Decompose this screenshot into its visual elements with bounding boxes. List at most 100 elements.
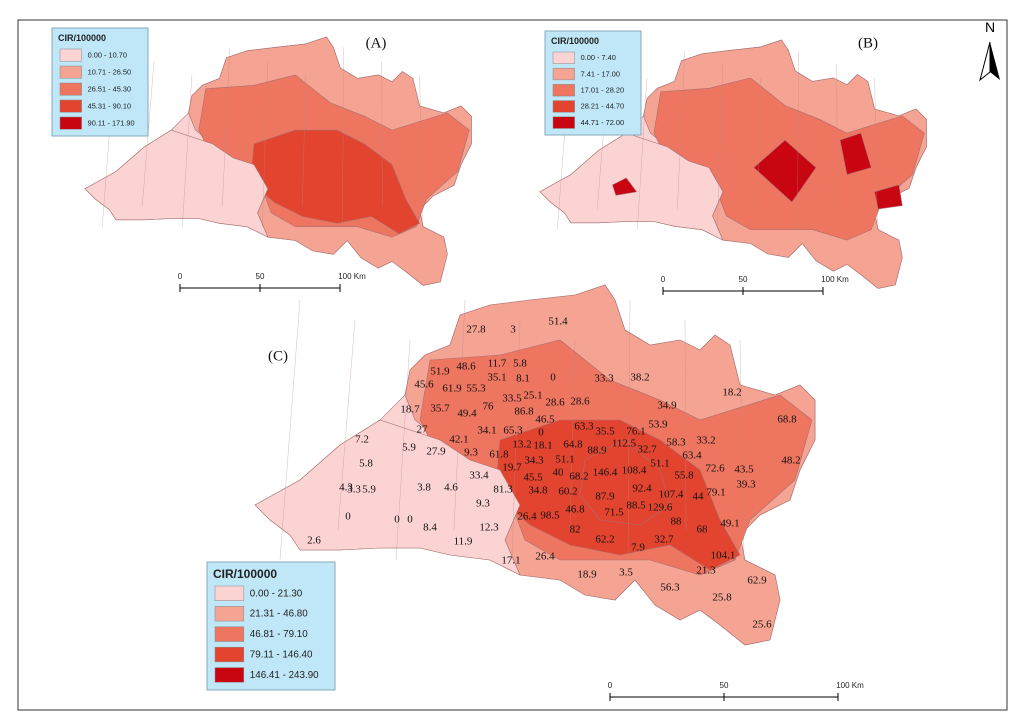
legend-swatch <box>214 667 245 683</box>
legend-swatch <box>59 65 82 79</box>
region-value: 0 <box>407 514 413 526</box>
region-value: 108.4 <box>622 465 647 477</box>
district-border <box>836 64 838 210</box>
district-border <box>757 77 761 210</box>
region-value: 35.1 <box>487 372 506 384</box>
region-value: 5.9 <box>402 442 416 454</box>
scale-label: 50 <box>256 272 265 281</box>
region-value: 88 <box>671 516 683 528</box>
district-border <box>637 77 648 230</box>
region-value: 146.4 <box>593 467 618 479</box>
region-value: 49.1 <box>720 518 739 530</box>
region-value: 28.6 <box>545 397 565 409</box>
legend-swatch <box>214 585 245 601</box>
region-group <box>84 129 269 238</box>
district-border <box>739 339 745 561</box>
legend-swatch <box>214 606 245 622</box>
legend-swatch <box>214 646 245 663</box>
district-border <box>677 50 686 210</box>
region-value: 112.5 <box>612 438 637 450</box>
region-group <box>250 129 421 234</box>
scale-bar: 0 50 100 Km <box>178 272 366 292</box>
region-value: 62.9 <box>747 575 767 587</box>
region-value: 61.9 <box>442 383 462 395</box>
region-value: 45.5 <box>523 472 543 484</box>
legend-item: 10.71 - 26.50 <box>88 67 131 76</box>
region-value: 49.4 <box>457 408 477 420</box>
region-value: 8.1 <box>516 373 530 385</box>
panel-label: (C) <box>268 348 288 364</box>
region-value: 3.8 <box>417 482 431 494</box>
region-value: 48.6 <box>456 361 476 373</box>
legend-title: CIR/100000 <box>58 33 106 43</box>
region-value: 56.3 <box>660 582 680 594</box>
region-value: 0 <box>538 427 544 439</box>
region-value: 43.5 <box>734 464 754 476</box>
legend-item: 28.21 - 44.70 <box>581 102 624 111</box>
region-value: 35.5 <box>595 426 615 438</box>
scale-label: 0 <box>661 275 666 284</box>
region-value: 13.2 <box>512 439 531 451</box>
scale-label: 100 Km <box>836 681 864 690</box>
region-value: 5.8 <box>513 358 527 370</box>
region-value: 26.4 <box>517 511 537 523</box>
region-value: 88.9 <box>587 445 607 457</box>
region-value: 60.2 <box>558 486 577 498</box>
region-value: 76.1 <box>626 426 645 438</box>
legend-item: 79.11 - 146.40 <box>250 650 313 661</box>
legend-item: 44.71 - 72.00 <box>581 118 624 127</box>
region-value: 5.8 <box>359 458 373 470</box>
legend-item: 0.00 - 21.30 <box>250 588 303 599</box>
legend-swatch <box>59 82 82 96</box>
region-value: 34.8 <box>528 485 548 497</box>
region-value: 104.1 <box>711 550 736 562</box>
region-value: 0 <box>394 514 400 526</box>
legend-swatch <box>552 51 575 64</box>
map_b-panel: (B) CIR/100000 0.00 - 7.40 7.41 - 17.00 17.0… <box>539 30 927 295</box>
region-value: 64.8 <box>563 439 583 451</box>
legend: CIR/100000 0.00 - 10.70 10.71 - 26.50 26.51… <box>51 27 149 137</box>
region-value: 39.3 <box>736 479 756 491</box>
region-value: 82 <box>570 524 581 536</box>
region-value: 53.9 <box>648 419 668 431</box>
district-border <box>684 319 687 531</box>
legend-item: 0.00 - 10.70 <box>88 50 127 59</box>
panel-label: (B) <box>858 35 878 51</box>
hotspot-region <box>753 139 817 203</box>
region-value: 27.8 <box>466 324 486 336</box>
district-border <box>279 299 301 561</box>
region-value: 8.4 <box>423 522 437 534</box>
region-value: 25.8 <box>712 592 732 604</box>
region-value: 71.5 <box>604 507 624 519</box>
north-label: N <box>985 19 995 35</box>
region-value: 79.1 <box>706 487 725 499</box>
region-value: 27.9 <box>426 446 446 458</box>
legend-item: 26.51 - 45.30 <box>88 84 131 93</box>
scale-label: 50 <box>739 275 748 284</box>
region-value: 129.6 <box>648 502 673 514</box>
region-value: 51.9 <box>430 366 450 378</box>
region-value: 18.7 <box>400 404 420 416</box>
legend-swatch <box>59 48 82 62</box>
district-border <box>302 74 306 207</box>
region-value: 18.9 <box>577 569 597 581</box>
region-value: 5.9 <box>362 484 376 496</box>
region-value: 21.3 <box>696 565 716 577</box>
district-border <box>395 339 411 561</box>
hotspot-region <box>612 177 638 196</box>
panel-label: (A) <box>366 35 387 51</box>
region-value: 68 <box>697 524 709 536</box>
region-value: 9.3 <box>464 447 478 459</box>
region-value: 33.4 <box>469 470 489 482</box>
region-value: 40 <box>553 467 565 479</box>
legend-swatch <box>214 626 245 642</box>
region-value: 68.8 <box>777 414 797 426</box>
region-value: 88.5 <box>626 500 646 512</box>
district-border <box>222 47 231 207</box>
region-value: 0 <box>345 511 351 523</box>
legend-item: 21.31 - 46.80 <box>250 609 308 620</box>
scale-label: 0 <box>178 272 183 281</box>
legend-item: 45.31 - 90.10 <box>88 101 131 110</box>
region-value: 4.6 <box>444 482 458 494</box>
region-value: 87.9 <box>595 491 615 503</box>
